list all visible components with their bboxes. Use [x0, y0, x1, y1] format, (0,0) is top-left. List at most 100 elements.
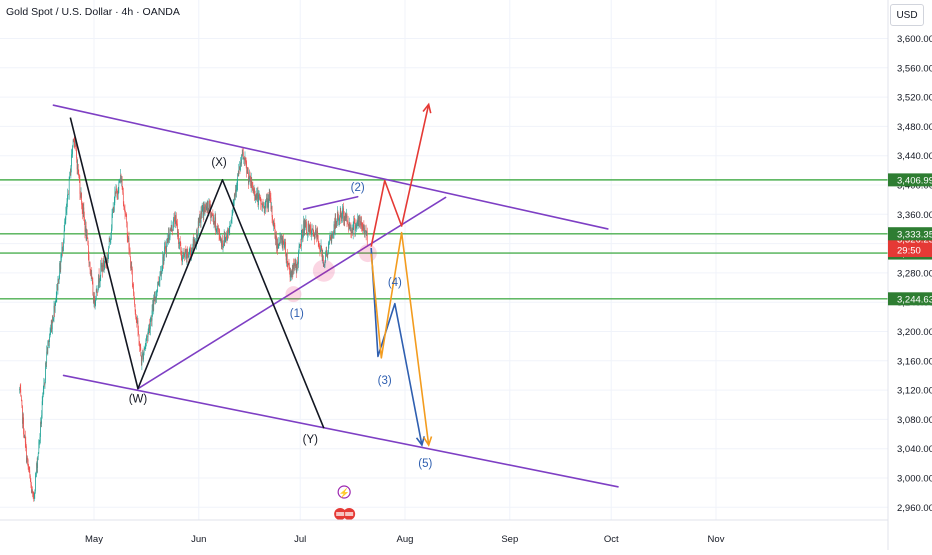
candle-body-up: [150, 318, 152, 322]
candle-body-up: [240, 162, 241, 171]
price-tick-label: 3,120.000: [897, 386, 932, 397]
candle-body-up: [80, 193, 82, 198]
candle-body-up: [303, 220, 304, 235]
candle-body-down: [309, 225, 311, 229]
candle-body-up: [258, 194, 260, 196]
candle-body-down: [219, 239, 221, 241]
candle-body-down: [287, 262, 289, 265]
candle-body-up: [302, 234, 304, 239]
candle-body-down: [351, 232, 352, 234]
candle-body-up: [153, 299, 155, 311]
candle-body-down: [224, 235, 226, 241]
candle-body-up: [173, 216, 175, 220]
candle-body-down: [260, 203, 262, 205]
candle-body-up: [57, 278, 59, 291]
candle-body-up: [193, 239, 195, 246]
candle-body-down: [313, 232, 315, 235]
candle-body-down: [135, 311, 137, 317]
candle-body-down: [317, 239, 319, 242]
candle-body-up: [236, 185, 238, 186]
candle-body-up: [128, 237, 129, 239]
candle-body-up: [266, 197, 267, 200]
candle-body-down: [306, 233, 308, 236]
candle-body-down: [125, 214, 127, 216]
candle-body-down: [68, 194, 69, 195]
price-tick-label: 3,440.000: [897, 151, 932, 162]
candle-body-down: [190, 251, 192, 255]
candle-body-up: [55, 301, 57, 303]
candle-body-down: [272, 217, 273, 220]
candle-body-up: [199, 216, 200, 224]
time-tick-label: Nov: [708, 534, 725, 545]
candle-body-down: [26, 446, 27, 463]
candle-body-up: [328, 243, 329, 254]
candle-body-down: [366, 231, 368, 244]
candle-body-down: [286, 253, 288, 263]
level-price-label: 3,244.635: [897, 294, 932, 305]
level-price-label: 3,406.990: [897, 175, 932, 186]
candle-body-up: [67, 194, 68, 202]
candle-body-down: [123, 203, 125, 207]
candle-body-down: [242, 152, 244, 160]
candle-body-down: [36, 463, 38, 468]
candle-body-down: [340, 211, 342, 219]
candle-body-down: [198, 221, 200, 224]
candle-body-up: [224, 237, 226, 241]
candle-body-down: [270, 197, 272, 210]
candle-body-up: [334, 218, 336, 234]
candle-body-down: [137, 320, 139, 331]
candle-body-up: [351, 228, 353, 234]
candle-body-up: [277, 247, 279, 249]
candle-body-up: [248, 180, 250, 184]
candle-body-up: [243, 157, 245, 160]
candle-body-down: [122, 189, 124, 193]
candle-body-up: [362, 225, 364, 229]
candle-body-down: [20, 396, 22, 401]
candle-body-up: [143, 350, 145, 354]
candle-body-up: [228, 229, 230, 233]
candle-body-down: [90, 269, 91, 276]
candle-body-up: [184, 250, 186, 258]
candle-body-up: [50, 328, 51, 334]
candle-body-down: [82, 207, 84, 213]
bullish-path: [370, 104, 430, 247]
candle-body-up: [147, 331, 149, 338]
candle-body-up: [141, 355, 143, 365]
candle-body-up: [146, 336, 147, 341]
candle-body-up: [307, 234, 308, 236]
candle-body-down: [213, 215, 214, 225]
currency-selector[interactable]: USD: [890, 4, 924, 26]
candle-body-down: [126, 223, 128, 238]
candle-body-down: [21, 400, 23, 406]
candle-body-down: [57, 284, 58, 291]
candle-body-down: [52, 320, 54, 322]
candle-body-down: [139, 346, 141, 348]
candle-body-down: [226, 235, 227, 239]
candle-body-up: [250, 178, 252, 186]
candle-body-up: [244, 157, 246, 161]
candle-body-down: [62, 247, 63, 252]
price-axis[interactable]: 2,960.000 3,000.000 3,040.000 3,080.000 3,12…: [887, 0, 932, 550]
candle-body-down: [354, 222, 356, 231]
candle-body-down: [359, 217, 360, 222]
candle-body-down: [316, 233, 317, 237]
candle-body-down: [263, 205, 264, 209]
level-price-label: 3,333.350: [897, 229, 932, 240]
time-axis[interactable]: May Jun Jul Aug Sep Oct Nov: [0, 519, 888, 545]
wave-label: (W): [129, 394, 148, 406]
candle-body-up: [320, 245, 322, 251]
candle-body-up: [288, 263, 289, 265]
price-tick-label: 3,360.000: [897, 210, 932, 221]
candle-body-down: [251, 187, 253, 189]
candle-body-down: [98, 274, 100, 283]
candle-body-up: [170, 224, 172, 231]
candle-body-up: [304, 223, 306, 232]
candles: [19, 136, 368, 502]
candle-body-down: [149, 324, 151, 330]
candle-body-up: [300, 236, 302, 246]
candle-body-down: [171, 224, 173, 230]
candle-body-down: [326, 251, 328, 254]
candle-body-up: [59, 263, 60, 279]
candle-body-down: [132, 283, 134, 285]
